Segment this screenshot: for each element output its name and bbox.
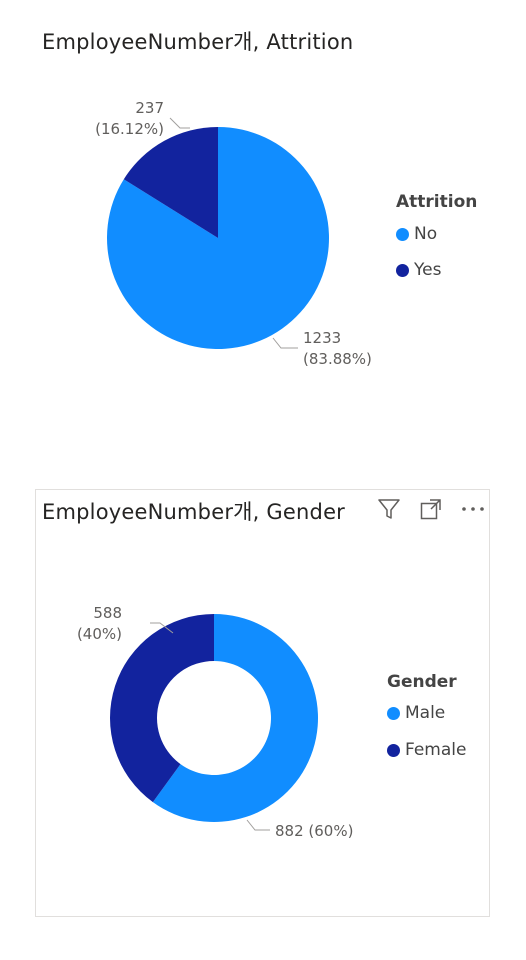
slice-yes[interactable] — [123, 127, 218, 238]
leader-line-no — [272, 337, 298, 349]
data-label-female: 588 — [93, 604, 122, 622]
gender-donut-chart[interactable]: 882 (60%) 588 (40%) — [0, 480, 526, 960]
leader-line-yes — [169, 117, 190, 129]
data-label-no: (83.88%) — [303, 350, 372, 368]
legend-item-male[interactable]: Male — [387, 703, 445, 723]
legend-label-yes: Yes — [414, 260, 442, 280]
legend-marker-no — [396, 227, 409, 241]
gender-visual-card[interactable] — [35, 489, 490, 917]
legend-title-gender: Gender — [387, 672, 457, 692]
leader-line-male — [246, 819, 270, 831]
legend-label-male: Male — [405, 703, 446, 723]
legend-item-no[interactable]: No — [396, 224, 437, 244]
more-options-icon[interactable] — [460, 496, 486, 522]
legend-marker-male — [387, 706, 400, 720]
data-label-yes: 237 — [135, 99, 164, 117]
data-label-female: (40%) — [77, 625, 122, 643]
legend-label-female: Female — [405, 740, 467, 760]
legend-item-yes[interactable]: Yes — [396, 260, 441, 280]
focus-mode-icon[interactable] — [418, 496, 444, 522]
data-label-no: 1233 — [303, 329, 341, 347]
visual-header-icons — [376, 496, 486, 522]
legend-marker-female — [387, 743, 400, 757]
data-label-male: 882 (60%) — [275, 822, 353, 840]
slice-female[interactable] — [110, 614, 214, 803]
attrition-pie-chart[interactable]: 1233 (83.88%) 237 (16.12%) — [0, 0, 526, 440]
legend-title-attrition: Attrition — [396, 192, 478, 212]
filter-icon[interactable] — [376, 496, 402, 522]
slice-no[interactable] — [107, 127, 329, 350]
legend-label-no: No — [414, 224, 438, 244]
legend-item-female[interactable]: Female — [387, 740, 466, 760]
chart-title-attrition: EmployeeNumber개, Attrition — [42, 30, 354, 54]
legend-marker-yes — [396, 263, 409, 277]
chart-title-gender: EmployeeNumber개, Gender — [42, 500, 346, 524]
leader-line-female — [150, 622, 174, 634]
slice-male[interactable] — [152, 614, 318, 822]
data-label-yes: (16.12%) — [95, 120, 164, 138]
